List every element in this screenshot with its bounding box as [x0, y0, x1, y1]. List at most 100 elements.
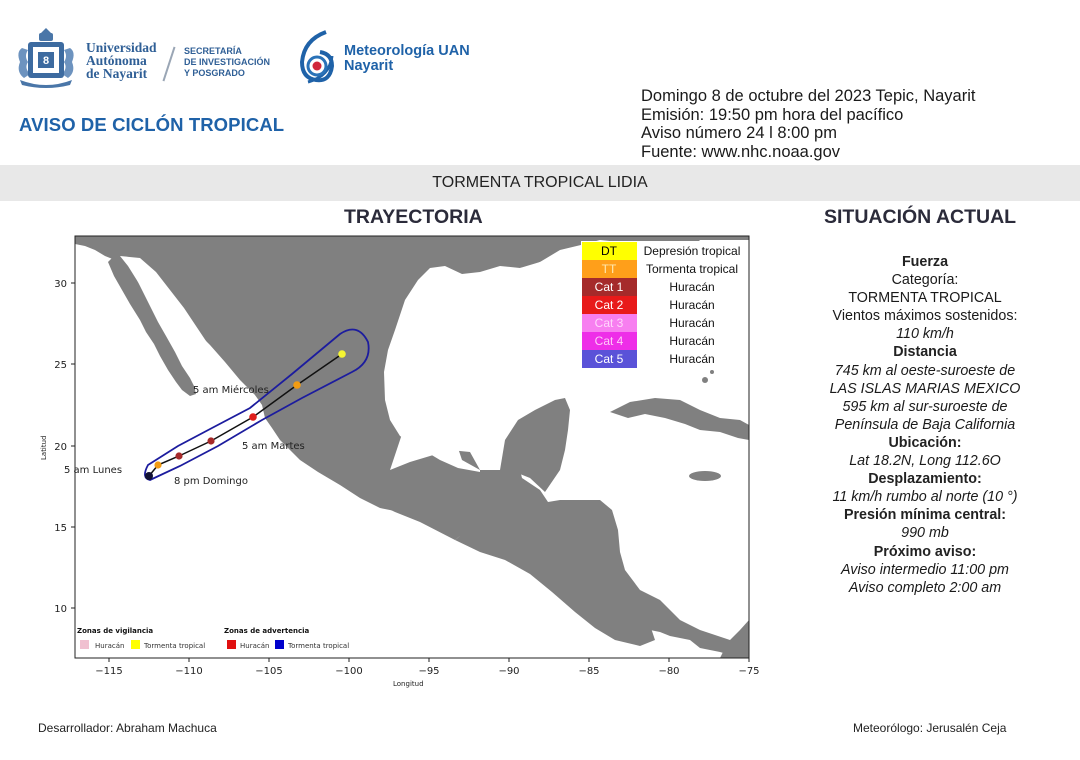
vigilancia-title: Zonas de vigilancia	[77, 627, 153, 635]
label-lunes: 5 am Lunes	[64, 465, 122, 476]
storm-name-banner: TORMENTA TROPICAL LIDIA	[0, 165, 1080, 201]
university-name: Universidad Autónoma de Nayarit	[86, 40, 157, 81]
meteorologia-name: Meteorología UAN Nayarit	[344, 44, 470, 74]
svg-text:8: 8	[43, 55, 49, 67]
hurricane-logo-icon	[299, 30, 335, 84]
x-tick: −85	[578, 666, 599, 677]
university-name-line-3: de Nayarit	[86, 66, 148, 81]
track-point-cat2	[249, 413, 257, 421]
track-point-current	[145, 472, 153, 480]
legend-code-cat5: Cat 5	[595, 352, 624, 366]
legend-code-cat4: Cat 4	[595, 334, 624, 348]
y-tick-25: 25	[54, 360, 67, 371]
emission-time: Emisión: 19:50 pm hora del pacífico	[641, 105, 904, 124]
logo-divider	[162, 46, 176, 82]
trajectory-title: TRAYECTORIA	[344, 206, 483, 228]
presion-heading: Presión mínima central:	[843, 507, 1007, 524]
legend-label-cat3: Huracán	[669, 316, 714, 330]
university-name-line-2: Autónoma	[86, 53, 147, 68]
x-tick: −95	[418, 666, 439, 677]
ubicacion-heading: Ubicación:	[888, 434, 962, 451]
distancia-line-3: 595 km al sur-suroeste de	[842, 398, 1008, 415]
categoria-value: TORMENTA TROPICAL	[848, 290, 1002, 307]
current-situation-panel: Fuerza Categoría: TORMENTA TROPICAL Vien…	[790, 253, 1060, 597]
ubicacion-value: Lat 18.2N, Long 112.6O	[849, 453, 1001, 470]
y-axis: 30 25 20 15 10	[54, 279, 75, 615]
distancia-line-4: Península de Baja California	[834, 416, 1016, 433]
source: Fuente: www.nhc.noaa.gov	[641, 142, 841, 161]
legend-label-tt: Tormenta tropical	[646, 262, 738, 276]
plot-frame	[74, 235, 750, 659]
y-tick-10: 10	[54, 604, 67, 615]
bulletin-info: Domingo 8 de octubre del 2023 Tepic, Nay…	[641, 87, 975, 161]
desplazamiento-value: 11 km/h rumbo al norte (10 °)	[832, 489, 1018, 506]
aviso-title: AVISO DE CICLÓN TROPICAL	[19, 114, 285, 135]
date-place: Domingo 8 de octubre del 2023 Tepic, Nay…	[641, 87, 976, 105]
x-tick: −80	[658, 666, 679, 677]
y-axis-label: Latitud	[40, 435, 48, 460]
advertencia-tormenta: Tormenta tropical	[287, 642, 349, 650]
legend-code-tt: TT	[602, 262, 617, 276]
desplazamiento-heading: Desplazamiento:	[868, 471, 982, 488]
legend-code-cat1: Cat 1	[595, 280, 624, 294]
distancia-heading: Distancia	[893, 344, 957, 361]
legend-label-cat4: Huracán	[669, 334, 714, 348]
legend-code-cat2: Cat 2	[595, 298, 624, 312]
distancia-line-1: 745 km al oeste-suroeste de	[834, 362, 1016, 379]
secretaria-line-1: SECRETARÍA	[184, 46, 242, 56]
trajectory-map: 5 am Lunes 8 pm Domingo 5 am Martes 5 am…	[40, 235, 760, 688]
x-tick: −90	[498, 666, 519, 677]
university-crest-logo: 8	[18, 28, 74, 88]
legend-label-cat2: Huracán	[669, 298, 714, 312]
distancia-line-2: LAS ISLAS MARIAS MEXICO	[829, 380, 1021, 397]
forecast-cone	[144, 328, 370, 481]
legend-label-dt: Depresión tropical	[644, 244, 741, 258]
vientos-label: Vientos máximos sostenidos:	[832, 308, 1018, 325]
secretaria-name: SECRETARÍA DE INVESTIGACIÓN Y POSGRADO	[184, 46, 270, 79]
meteorologia-line-1: Meteorología UAN	[344, 43, 470, 59]
aviso-number: Aviso número 24 l 8:00 pm	[641, 124, 837, 142]
label-domingo: 8 pm Domingo	[174, 476, 248, 487]
legend-label-cat5: Huracán	[669, 352, 714, 366]
label-martes: 5 am Martes	[242, 441, 305, 452]
categoria-label: Categoría:	[891, 272, 959, 289]
vientos-value: 110 km/h	[896, 326, 954, 343]
secretaria-line-3: Y POSGRADO	[184, 68, 245, 78]
university-name-line-1: Universidad	[86, 40, 157, 55]
x-axis-label: Longitud	[393, 680, 424, 688]
legend-code-dt: DT	[601, 244, 618, 258]
developer-credit: Desarrollador: Abraham Machuca	[38, 721, 217, 735]
track-point-tt	[154, 461, 162, 469]
current-situation-title: SITUACIÓN ACTUAL	[824, 206, 1017, 228]
vigilancia-huracan: Huracán	[95, 642, 124, 650]
proximo-completo: Aviso completo 2:00 am	[848, 579, 1002, 596]
x-tick: −105	[255, 666, 282, 677]
x-tick: −115	[95, 666, 122, 677]
secretaria-line-2: DE INVESTIGACIÓN	[184, 57, 271, 67]
presion-value: 990 mb	[901, 525, 949, 542]
zones-legend: Zonas de vigilancia Huracán Tormenta tro…	[77, 627, 349, 650]
proximo-heading: Próximo aviso:	[873, 543, 977, 560]
vigilancia-tormenta: Tormenta tropical	[143, 642, 205, 650]
y-tick-20: 20	[54, 442, 67, 453]
legend-label-cat1: Huracán	[669, 280, 714, 294]
y-tick-15: 15	[54, 523, 67, 534]
y-tick-30: 30	[54, 279, 67, 290]
legend-code-cat3: Cat 3	[595, 316, 624, 330]
meteorologist-credit: Meteorólogo: Jerusalén Ceja	[853, 721, 1007, 735]
x-tick: −75	[738, 666, 759, 677]
track-point-cat1	[175, 452, 183, 460]
track-point-tt	[293, 381, 301, 389]
x-axis: −115 −110 −105 −100 −95 −90 −85 −80 −75	[95, 658, 760, 677]
track-point-dt	[338, 350, 346, 358]
advertencia-huracan: Huracán	[240, 642, 269, 650]
meteorologia-line-2: Nayarit	[344, 58, 394, 74]
track-point-cat1	[207, 437, 215, 445]
label-miercoles: 5 am Miércoles	[193, 384, 269, 396]
proximo-intermedio: Aviso intermedio 11:00 pm	[841, 561, 1009, 578]
x-tick: −100	[335, 666, 362, 677]
category-legend: DT TT Cat 1 Cat 2 Cat 3 Cat 4 Cat 5 Depr…	[581, 241, 745, 370]
advertencia-title: Zonas de advertencia	[224, 627, 310, 635]
fuerza-heading: Fuerza	[901, 254, 949, 270]
x-tick: −110	[175, 666, 202, 677]
